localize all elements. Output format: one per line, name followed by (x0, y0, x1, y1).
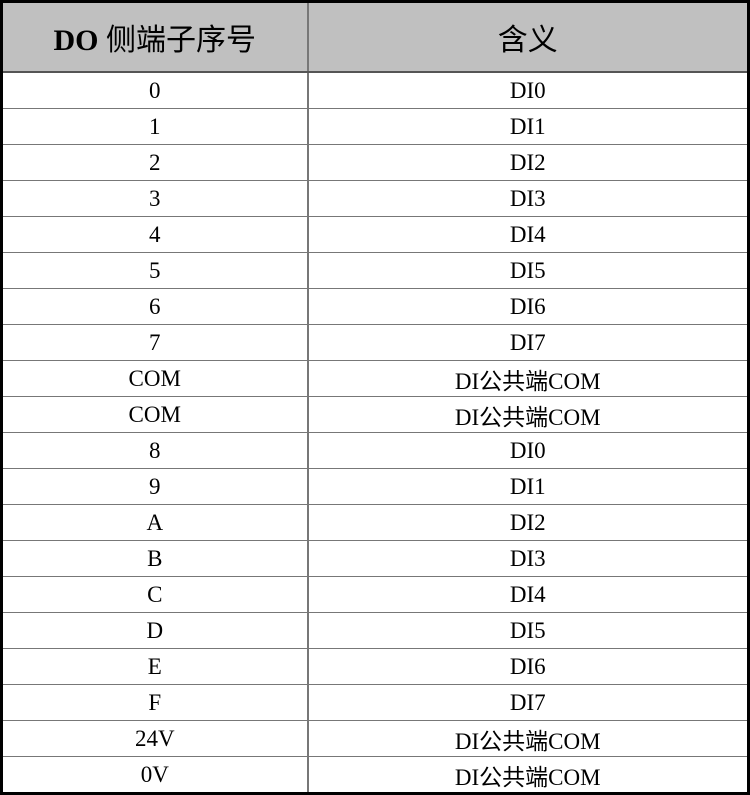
meaning-cell: DI公共端COM (307, 756, 750, 794)
meaning-cell: DI0 (307, 432, 750, 469)
meaning-cell: DI2 (307, 144, 750, 181)
meaning-cell: DI2 (307, 504, 750, 541)
table-row: 8 DI0 (1, 432, 750, 469)
table-row: F DI7 (1, 684, 750, 721)
header-row: DO 侧端子序号 含义 (1, 1, 750, 73)
meaning-cell: DI1 (307, 468, 750, 505)
meaning-cell: DI7 (307, 684, 750, 721)
terminal-number-cell: C (1, 576, 309, 613)
table-row: 0 DI0 (1, 71, 750, 109)
meaning-cell: DI0 (307, 71, 750, 109)
meaning-cell: DI5 (307, 612, 750, 649)
table-row: COM DI公共端COM (1, 360, 750, 397)
meaning-cell: DI公共端COM (307, 720, 750, 757)
terminal-number-cell: D (1, 612, 309, 649)
meaning-cell: DI4 (307, 216, 750, 253)
table-row: 6 DI6 (1, 288, 750, 325)
terminal-number-cell: B (1, 540, 309, 577)
table-row: 2 DI2 (1, 144, 750, 181)
meaning-cell: DI6 (307, 648, 750, 685)
meaning-cell: DI6 (307, 288, 750, 325)
table-row: 0V DI公共端COM (1, 756, 750, 794)
terminal-number-cell: 2 (1, 144, 309, 181)
meaning-cell: DI3 (307, 540, 750, 577)
table-row: 3 DI3 (1, 180, 750, 217)
terminal-number-cell: 0V (1, 756, 309, 794)
terminal-number-cell: 8 (1, 432, 309, 469)
table-row: 9 DI1 (1, 468, 750, 505)
table-row: COM DI公共端COM (1, 396, 750, 433)
terminal-number-cell: COM (1, 396, 309, 433)
terminal-number-cell: 9 (1, 468, 309, 505)
terminal-number-cell: COM (1, 360, 309, 397)
header-terminal-number: DO 侧端子序号 (1, 1, 309, 73)
terminal-number-cell: 1 (1, 108, 309, 145)
terminal-number-cell: 3 (1, 180, 309, 217)
table-row: B DI3 (1, 540, 750, 577)
meaning-cell: DI3 (307, 180, 750, 217)
terminal-number-cell: 4 (1, 216, 309, 253)
table-row: 7 DI7 (1, 324, 750, 361)
terminal-number-cell: E (1, 648, 309, 685)
terminal-number-cell: 0 (1, 71, 309, 109)
table-row: 1 DI1 (1, 108, 750, 145)
header-meaning: 含义 (307, 1, 750, 73)
terminal-number-cell: 5 (1, 252, 309, 289)
terminal-number-cell: 6 (1, 288, 309, 325)
meaning-cell: DI公共端COM (307, 360, 750, 397)
table-row: 24V DI公共端COM (1, 720, 750, 757)
table-row: 4 DI4 (1, 216, 750, 253)
meaning-cell: DI4 (307, 576, 750, 613)
meaning-cell: DI5 (307, 252, 750, 289)
table-row: D DI5 (1, 612, 750, 649)
terminal-number-cell: 24V (1, 720, 309, 757)
meaning-cell: DI1 (307, 108, 750, 145)
table-row: E DI6 (1, 648, 750, 685)
table-row: 5 DI5 (1, 252, 750, 289)
terminal-number-cell: 7 (1, 324, 309, 361)
table-row: C DI4 (1, 576, 750, 613)
meaning-cell: DI公共端COM (307, 396, 750, 433)
terminal-number-cell: F (1, 684, 309, 721)
table-row: A DI2 (1, 504, 750, 541)
terminal-number-cell: A (1, 504, 309, 541)
meaning-cell: DI7 (307, 324, 750, 361)
